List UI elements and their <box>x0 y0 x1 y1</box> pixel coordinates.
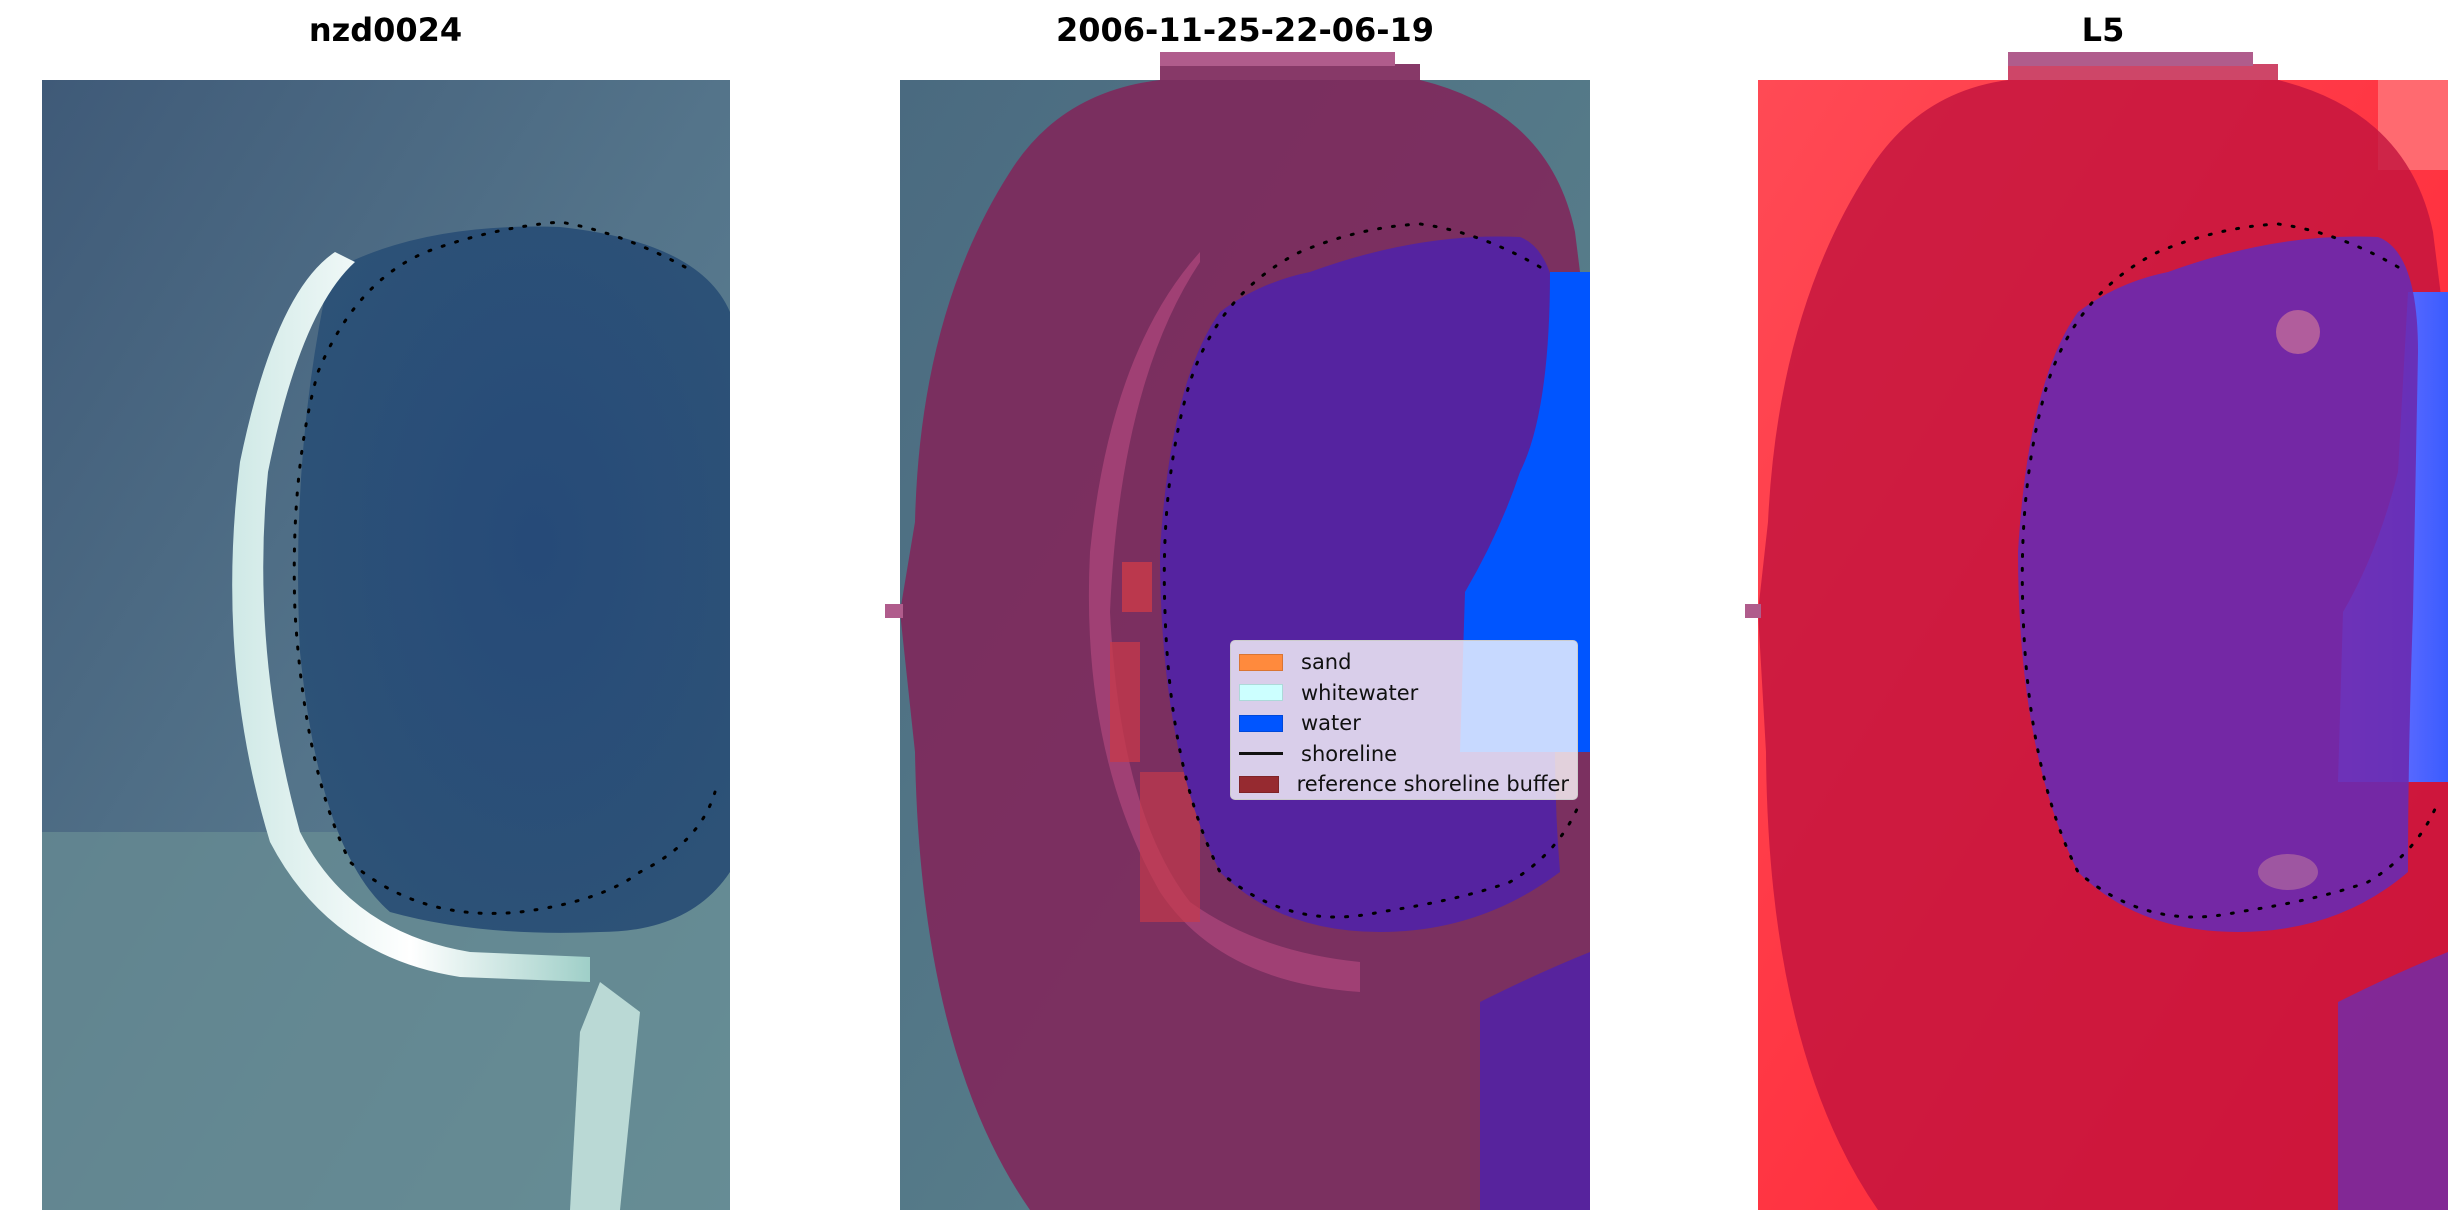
legend-label: sand <box>1301 650 1352 675</box>
legend-swatch-reference-buffer <box>1239 775 1279 793</box>
legend-item-shoreline: shoreline <box>1239 739 1569 770</box>
legend-label: water <box>1301 711 1361 736</box>
panel-title-satellite: L5 <box>2081 11 2125 49</box>
rgb-image-panel <box>0 52 760 1210</box>
legend-label: whitewater <box>1301 680 1419 705</box>
legend-item-reference-buffer: reference shoreline buffer <box>1239 769 1569 800</box>
legend-label: shoreline <box>1301 741 1398 766</box>
legend-item-water: water <box>1239 708 1569 739</box>
rgb-image <box>42 80 730 1210</box>
legend-swatch-shoreline <box>1239 752 1283 756</box>
panel-title-rgb: nzd0024 <box>308 11 463 49</box>
legend-swatch-sand <box>1239 653 1283 671</box>
shoreline-line <box>2020 222 2440 919</box>
panel-title-classification: 2006-11-25-22-06-19 <box>1055 11 1435 49</box>
legend-item-sand: sand <box>1239 647 1569 678</box>
classification-image <box>885 52 1590 1210</box>
legend-item-whitewater: whitewater <box>1239 678 1569 709</box>
legend-swatch-whitewater <box>1239 684 1283 702</box>
index-panel <box>1718 52 2460 1210</box>
lagoon <box>298 226 730 933</box>
legend-swatch-water <box>1239 714 1283 732</box>
legend-label: reference shoreline buffer <box>1296 772 1569 797</box>
shoreline-line <box>1162 222 1582 919</box>
classification-panel <box>860 52 1620 1210</box>
legend: sand whitewater water shoreline referenc… <box>1230 640 1578 800</box>
lagoon-index-area <box>2018 236 2418 932</box>
index-image <box>1745 52 2448 1210</box>
ocean-water <box>1460 272 1590 752</box>
